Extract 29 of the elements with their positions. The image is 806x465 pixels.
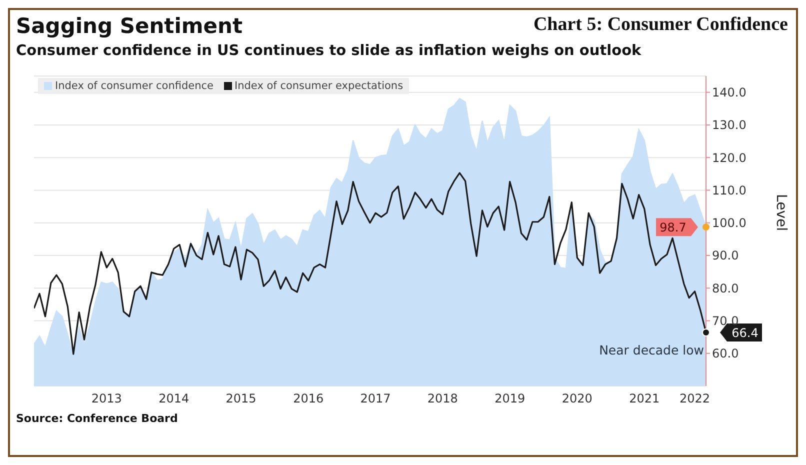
x-tick-label: 2021 [629,392,660,406]
x-tick-label: 2015 [226,392,256,406]
chart-title: Sagging Sentiment [16,14,243,38]
chart-subtitle: Consumer confidence in US continues to slide as inflation weighs on outlook [16,43,642,59]
x-tick-label: 2020 [562,392,592,406]
y-tick-label: 140.0 [712,86,746,100]
y-tick-label: 120.0 [712,150,746,165]
y-tick-label: 80.0 [712,281,739,296]
source-note: Source: Conference Board [16,412,178,425]
x-tick-label: 2017 [360,392,391,406]
legend-label: Index of consumer expectations [234,80,404,92]
y-tick-label: 60.0 [712,346,739,361]
y-axis-title: Level [773,194,790,231]
y-tick-label: 70.0 [712,314,739,328]
x-tick-label: 2014 [158,392,190,406]
data-label: 98.7 [660,220,686,235]
x-tick-label: 2019 [494,392,526,406]
x-tick-label: 2022 [680,392,710,406]
annotation: Near decade low [599,342,704,358]
y-tick-label: 110.0 [712,183,746,198]
x-tick-label: 2013 [91,392,122,406]
caption: Chart 5: Consumer Confidence [533,14,788,36]
y-tick-label: 100.0 [712,216,746,230]
x-tick-label: 2018 [427,392,458,406]
legend-label: Index of consumer confidence [54,80,214,92]
y-tick-label: 90.0 [712,248,739,263]
y-tick-label: 130.0 [712,118,746,132]
data-label: 66.4 [732,326,758,340]
x-tick-label: 2016 [293,392,324,406]
